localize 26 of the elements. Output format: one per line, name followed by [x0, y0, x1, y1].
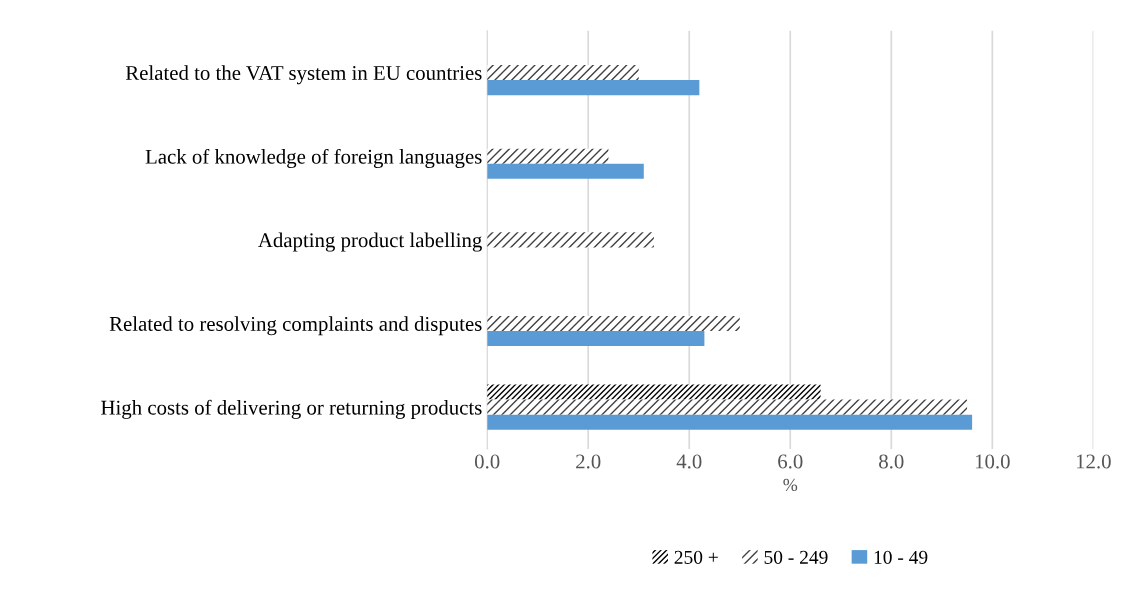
x-tick-label: 0.0 [474, 454, 500, 469]
legend-label: 50 - 249 [764, 550, 828, 564]
bar [487, 315, 740, 332]
y-tick-label: Adapting product labelling [258, 232, 482, 252]
bar [487, 163, 644, 179]
x-tick-label: 10.0 [975, 454, 1010, 469]
bar [487, 414, 973, 430]
bar [487, 331, 705, 347]
y-tick-label: High costs of delivering or returning products [101, 399, 482, 419]
legend-label: 10 - 49 [874, 550, 928, 564]
bar [487, 399, 968, 415]
x-axis-title: % [783, 478, 798, 492]
legend-label: 250 + [674, 550, 718, 564]
y-tick-label: Lack of knowledge of foreign languages [145, 148, 482, 169]
x-tick-label: 2.0 [576, 454, 601, 469]
bar [487, 80, 700, 96]
x-tick-label: 8.0 [879, 454, 904, 469]
x-tick-label: 12.0 [1076, 454, 1111, 469]
x-tick-label: 4.0 [676, 454, 702, 469]
bar [487, 65, 639, 81]
x-tick-label: 6.0 [778, 454, 803, 469]
y-tick-label: Related to resolving complaints and disputes [109, 316, 482, 336]
y-tick-label: Related to the VAT system in EU countries [125, 65, 482, 85]
bar [487, 232, 654, 248]
bar [487, 384, 821, 400]
bar [487, 148, 609, 164]
